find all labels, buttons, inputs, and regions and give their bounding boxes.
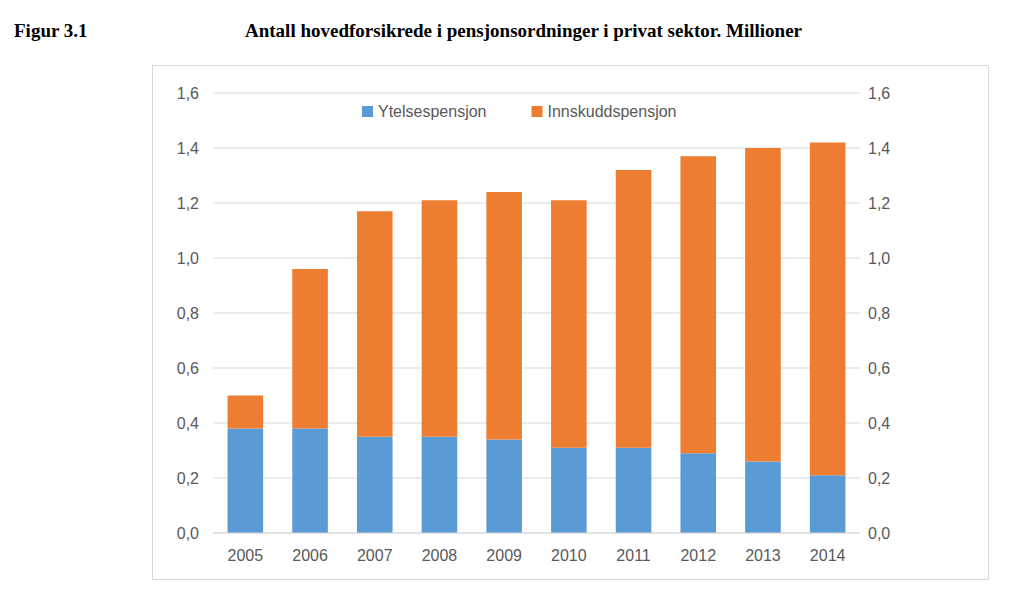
x-tick-label: 2013 — [745, 547, 781, 564]
bar — [616, 170, 652, 448]
bar — [292, 429, 328, 534]
y-tick-label: 0,4 — [177, 415, 199, 432]
x-tick-label: 2011 — [616, 547, 651, 564]
y-tick-label: 1,0 — [177, 250, 199, 267]
x-tick-label: 2009 — [486, 547, 522, 564]
y2-tick-label: 0,2 — [868, 470, 890, 487]
y2-tick-label: 1,4 — [868, 140, 890, 157]
y2-tick-label: 0,0 — [868, 525, 890, 542]
y2-tick-label: 1,2 — [868, 195, 890, 212]
bar — [551, 200, 587, 448]
y-tick-label: 0,6 — [177, 360, 199, 377]
y2-tick — [860, 93, 861, 94]
bar — [810, 475, 846, 533]
y-tick-label: 1,4 — [177, 140, 199, 157]
bar — [810, 143, 846, 476]
bar — [357, 211, 393, 437]
bar — [228, 396, 264, 429]
y2-tick-label: 1,0 — [868, 250, 890, 267]
y2-tick-label: 1,6 — [868, 85, 890, 102]
bars — [228, 143, 846, 534]
x-tick-label: 2007 — [357, 547, 393, 564]
bar — [745, 148, 781, 462]
y2-tick — [860, 258, 861, 259]
bar — [357, 437, 393, 533]
y2-tick — [860, 478, 861, 479]
bar — [292, 269, 328, 429]
bar — [680, 453, 716, 533]
legend-label: Innskuddspensjon — [548, 103, 677, 120]
y2-tick — [860, 203, 861, 204]
legend: Ytelsespensjon Innskuddspensjon — [362, 103, 677, 120]
bar — [680, 156, 716, 453]
y-tick-label: 1,6 — [177, 85, 199, 102]
x-tick-label: 2014 — [810, 547, 846, 564]
y-tick-label: 1,2 — [177, 195, 199, 212]
bar — [616, 448, 652, 533]
grid-line — [213, 533, 860, 534]
bar — [228, 429, 264, 534]
x-tick-label: 2005 — [228, 547, 264, 564]
y-tick-label: 0,2 — [177, 470, 199, 487]
bar — [486, 440, 522, 534]
y2-tick — [860, 313, 861, 314]
y2-tick-label: 0,8 — [868, 305, 890, 322]
x-tick-label: 2006 — [292, 547, 328, 564]
bar — [422, 200, 458, 437]
bar — [486, 192, 522, 440]
bar — [551, 448, 587, 533]
legend-swatch — [362, 106, 373, 117]
x-tick-label: 2012 — [680, 547, 716, 564]
y2-tick — [860, 368, 861, 369]
figure-label: Figur 3.1 — [14, 20, 88, 41]
chart-frame — [153, 66, 989, 580]
chart: Figur 3.1 Antall hovedforsikrede i pensjo… — [0, 0, 1023, 589]
y2-tick — [860, 148, 861, 149]
bar — [745, 462, 781, 534]
y2-tick — [860, 423, 861, 424]
x-axis — [213, 533, 860, 534]
bar — [422, 437, 458, 533]
legend-label: Ytelsespensjon — [378, 103, 487, 120]
legend-swatch — [532, 106, 543, 117]
y-tick-label: 0,0 — [177, 525, 199, 542]
y2-tick-label: 0,4 — [868, 415, 890, 432]
x-tick-label: 2010 — [551, 547, 587, 564]
grid-line — [213, 93, 860, 94]
y-tick-label: 0,8 — [177, 305, 199, 322]
x-tick-label: 2008 — [422, 547, 458, 564]
y2-tick-label: 0,6 — [868, 360, 890, 377]
grid — [213, 93, 860, 533]
title: Antall hovedforsikrede i pensjonsordning… — [245, 20, 803, 41]
